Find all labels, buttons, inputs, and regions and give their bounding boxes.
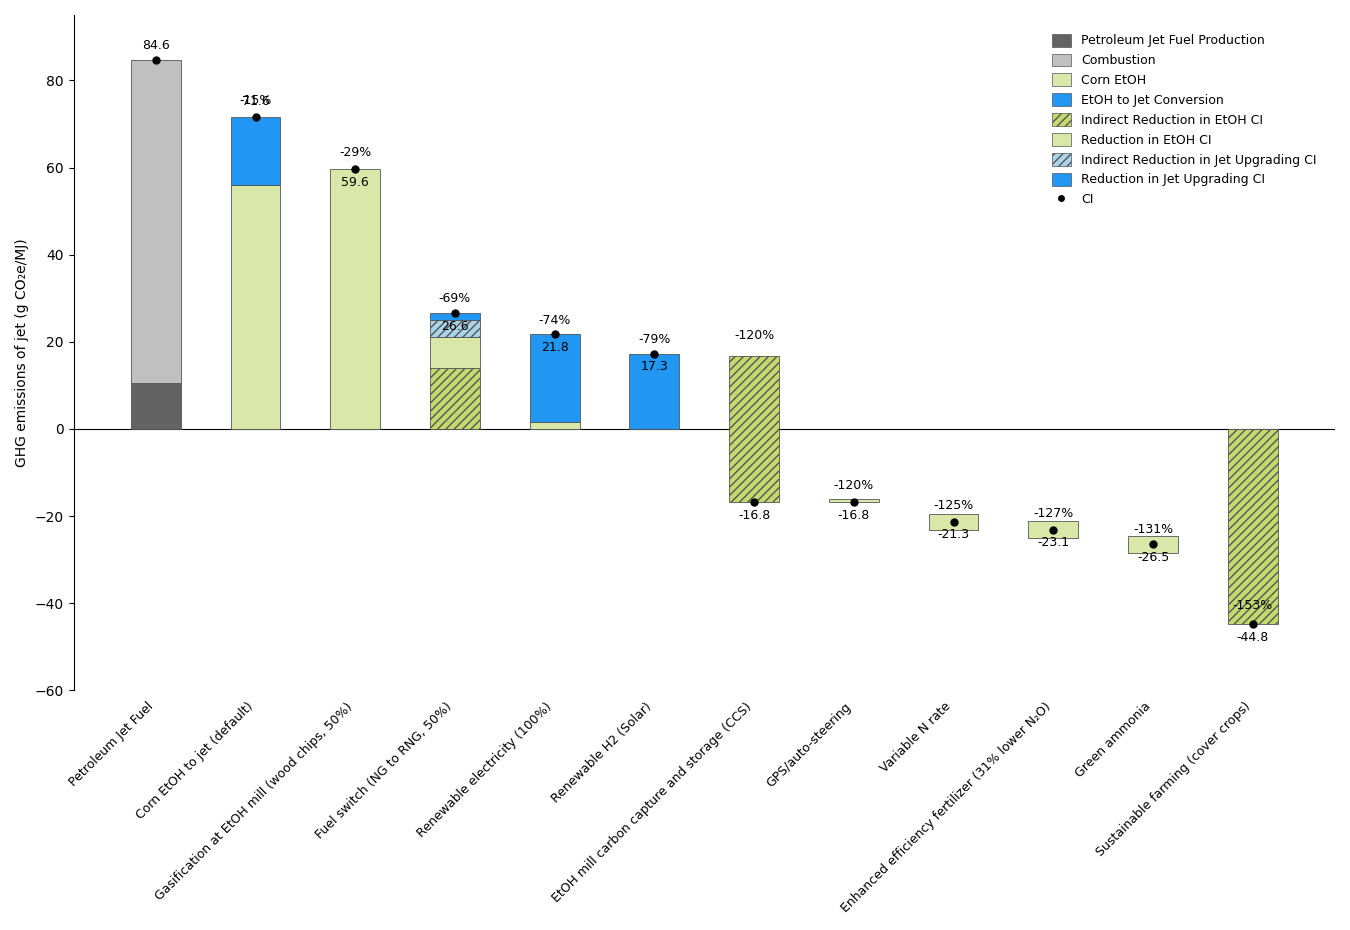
Text: 21.8: 21.8 [541,340,568,353]
Bar [431,368,479,429]
Bar [829,498,879,502]
Text: -127%: -127% [1033,508,1073,521]
Text: -74%: -74% [539,313,571,326]
Bar [729,356,779,502]
Bar [131,383,181,429]
Bar [431,338,479,368]
Text: -120%: -120% [734,329,775,342]
Text: -26.5: -26.5 [1137,551,1169,564]
Text: -23.1: -23.1 [1037,537,1069,549]
Text: -15%: -15% [239,94,271,107]
Text: -21.3: -21.3 [937,528,969,541]
Text: -16.8: -16.8 [838,509,869,522]
Y-axis label: GHG emissions of jet (g CO₂e/MJ): GHG emissions of jet (g CO₂e/MJ) [15,238,28,467]
Bar [231,185,281,429]
Text: 17.3: 17.3 [640,360,668,373]
Bar [529,422,579,429]
Bar [1029,521,1079,538]
Text: -69%: -69% [439,292,471,305]
Text: -16.8: -16.8 [738,509,771,522]
Text: -153%: -153% [1233,599,1273,612]
Bar [231,117,281,185]
Bar [1129,536,1179,553]
Bar [629,353,679,429]
Legend: Petroleum Jet Fuel Production, Combustion, Corn EtOH, EtOH to Jet Conversion, In: Petroleum Jet Fuel Production, Combustio… [1040,21,1328,219]
Text: -29%: -29% [339,146,371,159]
Bar [331,169,381,429]
Bar [529,334,579,422]
Text: 84.6: 84.6 [142,39,170,51]
Text: -125%: -125% [933,498,973,512]
Bar [431,320,479,338]
Text: 26.6: 26.6 [441,320,468,333]
Text: 71.6: 71.6 [242,95,270,108]
Bar [431,313,479,320]
Text: 59.6: 59.6 [342,176,369,189]
Text: -131%: -131% [1133,523,1173,536]
Text: -120%: -120% [834,479,873,492]
Bar [929,514,979,529]
Bar [1227,429,1277,624]
Bar [131,60,181,383]
Text: -44.8: -44.8 [1237,631,1269,644]
Text: -79%: -79% [639,333,671,346]
